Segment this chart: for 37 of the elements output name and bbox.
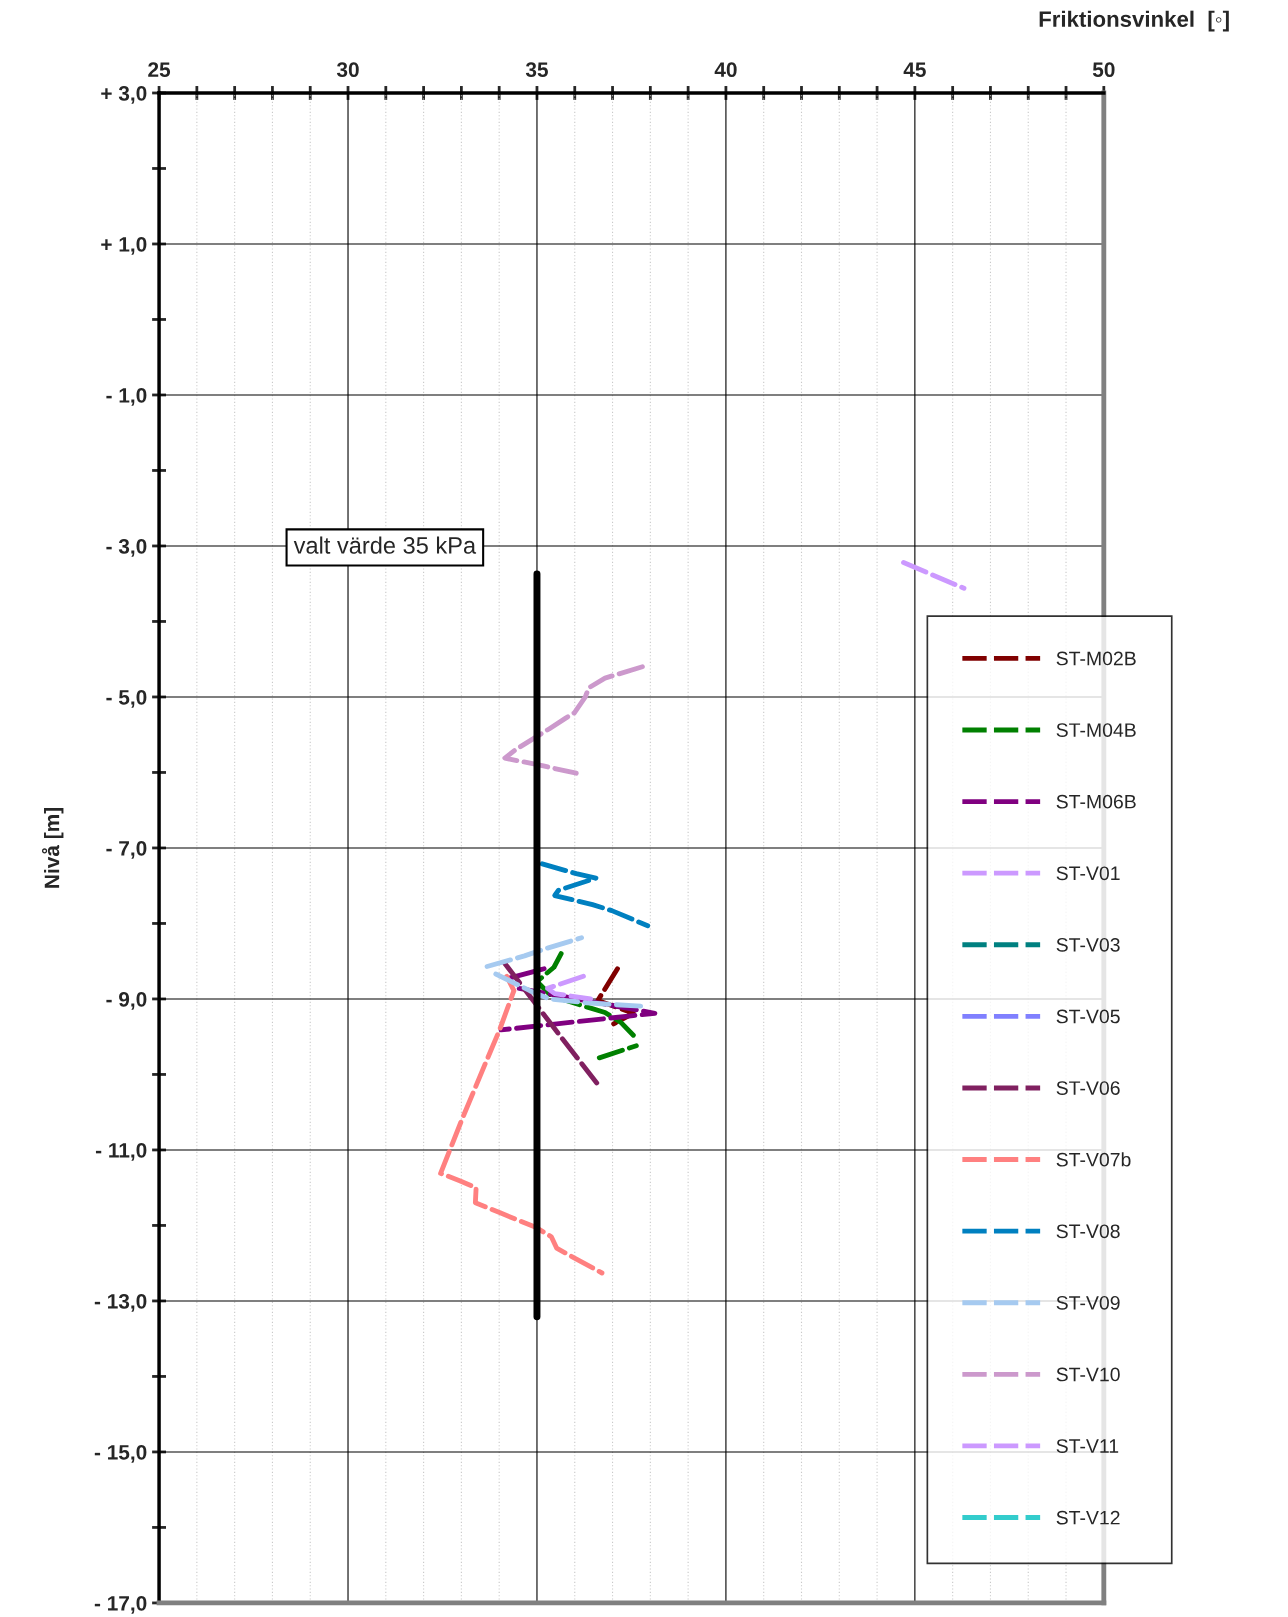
legend-label: ST-M02B: [1056, 651, 1136, 666]
legend-label: ST-V08: [1056, 1224, 1120, 1239]
legend-label: ST-V07b: [1056, 1152, 1131, 1167]
line-series: [502, 664, 645, 776]
x-tick-label: 45: [903, 62, 926, 78]
legend-label: ST-V06: [1056, 1081, 1120, 1095]
y-tick-label: - 11,0: [95, 1142, 147, 1161]
x-tick-label: 25: [148, 62, 171, 78]
legend-label: ST-V03: [1056, 937, 1120, 952]
legend-label: ST-V01: [1056, 866, 1120, 881]
y-tick-label: - 15,0: [94, 1444, 147, 1463]
x-tick-label: 30: [336, 62, 359, 78]
y-tick-label: + 3,0: [101, 85, 147, 104]
y-tick-label: - 1,0: [106, 387, 147, 406]
line-series: [539, 861, 651, 929]
legend-label: ST-V11: [1056, 1439, 1119, 1453]
y-tick-label: - 3,0: [106, 538, 147, 557]
y-tick-label: - 13,0: [94, 1293, 147, 1312]
line-series: [595, 966, 636, 1027]
x-tick-label: 40: [714, 62, 737, 78]
legend-label: ST-V05: [1056, 1009, 1120, 1024]
x-tick-label: 50: [1092, 62, 1115, 78]
y-tick-label: + 1,0: [101, 236, 147, 255]
annotation: valt värde 35 kPa: [293, 536, 477, 554]
legend-label: ST-V12: [1056, 1510, 1120, 1525]
x-axis-title: Friktionsvinkel [◦]: [1039, 10, 1229, 32]
y-tick-label: - 5,0: [106, 689, 147, 708]
legend-label: ST-M04B: [1056, 723, 1136, 737]
legend-label: ST-V09: [1056, 1295, 1120, 1310]
x-tick-label: 35: [525, 62, 548, 78]
legend-label: ST-V10: [1056, 1367, 1120, 1382]
y-axis-title: Nivå [m]: [41, 808, 64, 888]
legend-label: ST-M06B: [1056, 794, 1136, 809]
line-series: [438, 973, 605, 1276]
y-tick-label: - 7,0: [106, 840, 147, 859]
y-tick-label: - 17,0: [94, 1595, 147, 1614]
y-tick-label: - 9,0: [106, 991, 147, 1010]
